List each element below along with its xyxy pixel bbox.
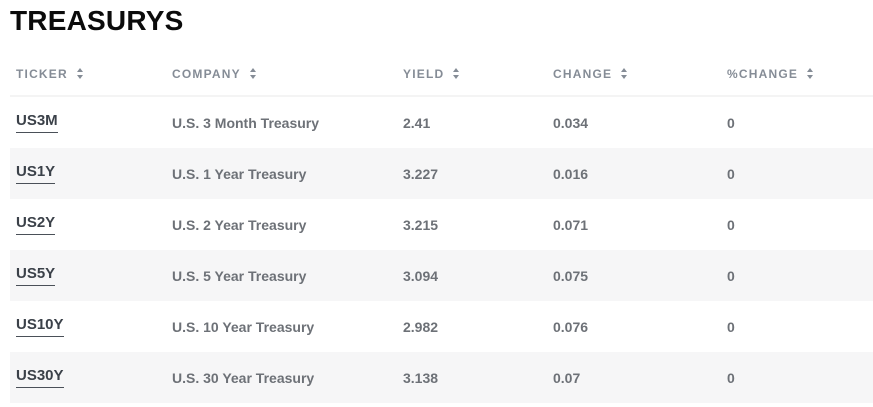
change-value: 0.034 — [553, 114, 589, 131]
table-row-us10y: US10Y U.S. 10 Year Treasury 2.982 0.076 … — [10, 301, 873, 352]
yield-value: 2.41 — [403, 114, 431, 131]
column-header-label: CHANGE — [553, 66, 613, 81]
sort-arrows-icon — [453, 68, 460, 79]
table-row-us5y: US5Y U.S. 5 Year Treasury 3.094 0.075 0 — [10, 250, 873, 301]
yield-value: 3.215 — [403, 216, 439, 233]
yield-value: 3.094 — [403, 267, 439, 284]
pct-change-value: 0 — [727, 165, 735, 182]
company-name: U.S. 10 Year Treasury — [172, 318, 315, 335]
ticker-link[interactable]: US10Y — [16, 316, 64, 337]
sort-arrows-icon — [76, 68, 83, 79]
column-header-label: YIELD — [403, 66, 445, 81]
table-header-row: TICKER COMPANY YIELD CHANGE %CHANGE — [10, 52, 873, 97]
pct-change-value: 0 — [727, 369, 735, 386]
table-row-us1y: US1Y U.S. 1 Year Treasury 3.227 0.016 0 — [10, 148, 873, 199]
column-header-pct_change[interactable]: %CHANGE — [721, 67, 873, 81]
company-name: U.S. 2 Year Treasury — [172, 216, 307, 233]
pct-change-value: 0 — [727, 318, 735, 335]
column-header-label: COMPANY — [172, 66, 241, 81]
ticker-link[interactable]: US5Y — [16, 265, 56, 286]
sort-arrows-icon — [621, 68, 628, 79]
yield-value: 3.138 — [403, 369, 439, 386]
column-header-company[interactable]: COMPANY — [166, 67, 397, 81]
pct-change-value: 0 — [727, 114, 735, 131]
pct-change-value: 0 — [727, 216, 735, 233]
treasurys-table: TICKER COMPANY YIELD CHANGE %CHANGE US3M… — [10, 52, 873, 403]
column-header-label: %CHANGE — [727, 66, 799, 81]
change-value: 0.071 — [553, 216, 589, 233]
ticker-link[interactable]: US3M — [16, 112, 58, 133]
column-header-change[interactable]: CHANGE — [547, 67, 721, 81]
yield-value: 2.982 — [403, 318, 439, 335]
column-header-ticker[interactable]: TICKER — [10, 67, 166, 81]
table-row-us2y: US2Y U.S. 2 Year Treasury 3.215 0.071 0 — [10, 199, 873, 250]
yield-value: 3.227 — [403, 165, 439, 182]
change-value: 0.075 — [553, 267, 589, 284]
table-body: US3M U.S. 3 Month Treasury 2.41 0.034 0 … — [10, 97, 873, 403]
company-name: U.S. 30 Year Treasury — [172, 369, 315, 386]
change-value: 0.076 — [553, 318, 589, 335]
pct-change-value: 0 — [727, 267, 735, 284]
ticker-link[interactable]: US30Y — [16, 367, 64, 388]
table-row-us30y: US30Y U.S. 30 Year Treasury 3.138 0.07 0 — [10, 352, 873, 403]
column-header-yield[interactable]: YIELD — [397, 67, 547, 81]
company-name: U.S. 3 Month Treasury — [172, 114, 320, 131]
ticker-link[interactable]: US1Y — [16, 163, 56, 184]
ticker-link[interactable]: US2Y — [16, 214, 56, 235]
sort-arrows-icon — [807, 68, 814, 79]
page-title: TREASURYS — [10, 5, 184, 36]
sort-arrows-icon — [249, 68, 256, 79]
table-row-us3m: US3M U.S. 3 Month Treasury 2.41 0.034 0 — [10, 97, 873, 148]
column-header-label: TICKER — [16, 66, 68, 81]
change-value: 0.016 — [553, 165, 589, 182]
company-name: U.S. 5 Year Treasury — [172, 267, 307, 284]
change-value: 0.07 — [553, 369, 581, 386]
company-name: U.S. 1 Year Treasury — [172, 165, 307, 182]
